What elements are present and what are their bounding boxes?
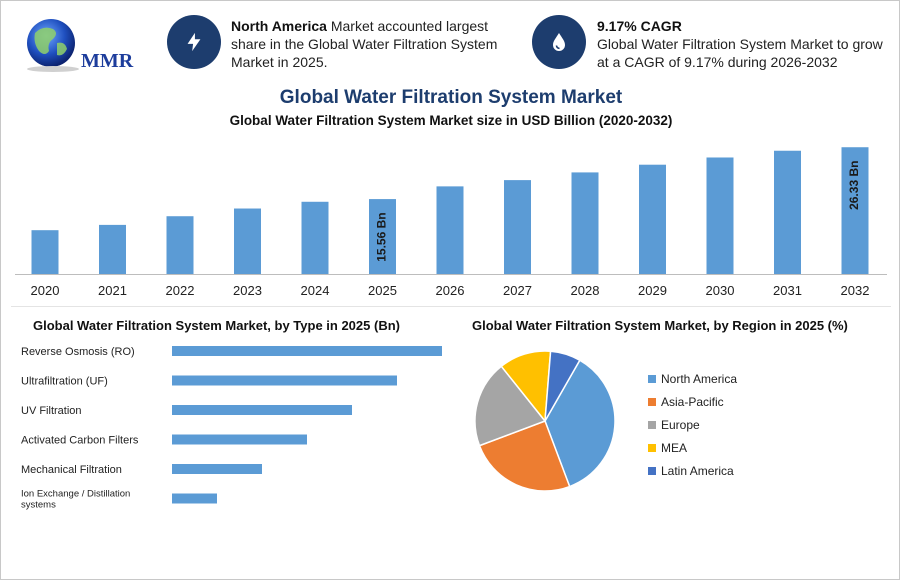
- x-tick-label: 2022: [166, 283, 195, 298]
- bar-2031: [774, 150, 801, 274]
- legend-swatch: [648, 444, 656, 452]
- x-tick-label: 2026: [436, 283, 465, 298]
- kpi-north-america-text: Market accounted largest share in the Gl…: [231, 18, 498, 70]
- water-drop-icon: [553, 33, 565, 51]
- legend-label: Latin America: [661, 464, 734, 478]
- x-tick-label: 2028: [571, 283, 600, 298]
- pie-slice-latin-america: [544, 350, 581, 422]
- type-category-label: UV Filtration: [21, 405, 82, 417]
- x-tick-label: 2025: [368, 283, 397, 298]
- kpi-north-america: North America Market accounted largest s…: [231, 17, 516, 71]
- kpi-cagr-text: Global Water Filtration System Market to…: [597, 36, 883, 70]
- type-horizontal-bar-chart: Reverse Osmosis (RO) Ultrafiltration (UF)…: [21, 346, 442, 511]
- section-divider: [11, 306, 891, 307]
- market-size-bar-chart: 2020 2021 2022 2023 2024 2025 15.56 Bn 2026 2027…: [15, 147, 887, 298]
- type-bar: [172, 375, 397, 386]
- legend-label: Europe: [661, 418, 700, 432]
- bar-2021: [99, 224, 126, 274]
- x-tick-label: 2031: [773, 283, 802, 298]
- bar-data-label: 15.56 Bn: [375, 212, 389, 261]
- mmr-logo: MMR: [27, 19, 134, 72]
- type-bar: [172, 493, 217, 504]
- type-category-label: Ion Exchange / Distillation systems: [21, 489, 130, 511]
- bar-2029: [639, 164, 666, 274]
- region-chart-title: Global Water Filtration System Market, b…: [472, 318, 848, 333]
- kpi-cagr-bold: 9.17% CAGR: [597, 18, 682, 34]
- lightning-icon: [187, 32, 201, 52]
- type-bar: [172, 434, 307, 445]
- type-bar: [172, 346, 442, 356]
- type-category-label: Reverse Osmosis (RO): [21, 346, 135, 358]
- pie-slice-asia-pacific: [478, 420, 571, 492]
- page-title: Global Water Filtration System Market: [279, 87, 623, 108]
- x-tick-label: 2023: [233, 283, 262, 298]
- legend-swatch: [648, 398, 656, 406]
- legend-label: MEA: [661, 441, 687, 455]
- x-tick-label: 2032: [841, 283, 870, 298]
- kpi-north-america-bold: North America: [231, 18, 327, 34]
- bar-2030: [706, 157, 734, 274]
- type-chart-title: Global Water Filtration System Market, b…: [33, 318, 400, 333]
- type-bar: [172, 405, 352, 415]
- kpi-cagr: 9.17% CAGR Global Water Filtration Syste…: [597, 17, 889, 71]
- x-tick-label: 2021: [98, 283, 127, 298]
- bar-2026: [436, 186, 464, 274]
- type-bar: [172, 464, 262, 474]
- legend-label: North America: [661, 372, 737, 386]
- type-category-label: Mechanical Filtration: [21, 464, 122, 476]
- type-category-label: Activated Carbon Filters: [21, 435, 139, 447]
- bar-chart-title: Global Water Filtration System Market si…: [229, 113, 673, 128]
- bar-2022: [166, 216, 194, 274]
- x-tick-label: 2029: [638, 283, 667, 298]
- bar-data-label: 26.33 Bn: [847, 161, 861, 210]
- bar-2028: [571, 172, 599, 274]
- region-pie-chart: North America Asia-Pacific Europe MEA Latin …: [474, 350, 737, 492]
- x-tick-label: 2024: [301, 283, 330, 298]
- x-tick-label: 2027: [503, 283, 532, 298]
- x-tick-label: 2030: [706, 283, 735, 298]
- legend-label: Asia-Pacific: [661, 395, 724, 409]
- type-category-label: Ultrafiltration (UF): [21, 376, 108, 388]
- bar-2020: [31, 230, 59, 274]
- bar-2023: [234, 208, 261, 274]
- bar-2024: [301, 201, 329, 274]
- x-tick-label: 2020: [31, 283, 60, 298]
- legend-swatch: [648, 375, 656, 383]
- legend-swatch: [648, 467, 656, 475]
- logo-text: MMR: [81, 50, 134, 72]
- pie-slice-europe: [474, 365, 547, 447]
- kpi-lightning-badge: [167, 15, 221, 69]
- kpi-water-badge: [532, 15, 586, 69]
- bar-2027: [504, 180, 531, 274]
- legend-swatch: [648, 421, 656, 429]
- bar-2025: [369, 199, 396, 274]
- bar-2032: [841, 147, 869, 274]
